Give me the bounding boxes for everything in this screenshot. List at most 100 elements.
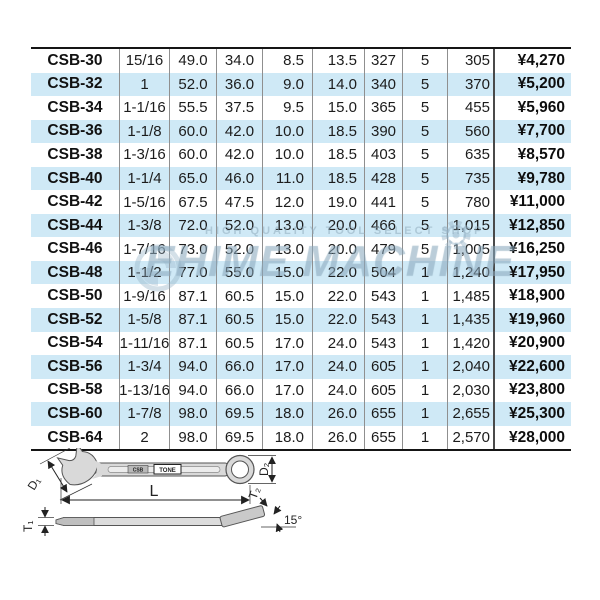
spec-cell: 655 (365, 425, 403, 450)
brand-stamp-label: TONE (159, 468, 176, 474)
spec-cell: 24.0 (313, 355, 365, 379)
spec-cell: 1 (403, 378, 448, 403)
spec-cell: 52.0 (217, 237, 263, 261)
spec-cell: 18.5 (313, 143, 365, 167)
spec-cell: 5 (403, 119, 448, 144)
table-row: CSB-30 15/16 49.0 34.0 8.5 13.5 327 5 305 ¥4,270 (31, 49, 571, 73)
spec-cell: 77.0 (170, 260, 217, 285)
spec-cell: 42.0 (217, 143, 263, 167)
spec-cell: 1-7/8 (120, 402, 170, 426)
price-cell: ¥18,900 (508, 287, 565, 305)
spec-cell: 49.0 (170, 49, 217, 73)
spec-cell: 98.0 (170, 425, 217, 450)
spec-cell: 1,485 (448, 284, 495, 309)
spec-cell: 735 (448, 166, 495, 191)
table-row: CSB-56 1-3/4 94.0 66.0 17.0 24.0 605 1 2,040 ¥22,… (31, 355, 571, 379)
dim-l: L (60, 478, 251, 505)
spec-cell: 87.1 (170, 284, 217, 309)
model-cell: CSB-64 (31, 425, 120, 450)
price-cell: ¥8,570 (517, 145, 565, 163)
spec-cell: 14.0 (313, 72, 365, 97)
spec-cell: 1 (403, 260, 448, 285)
spec-cell: 479 (365, 237, 403, 261)
spec-cell: 55.0 (217, 260, 263, 285)
model-stamp-box (127, 465, 149, 474)
spec-cell: 66.0 (217, 355, 263, 379)
spec-cell: 52.0 (170, 72, 217, 97)
price-cell: ¥4,270 (517, 51, 565, 69)
spec-cell: 42.0 (217, 119, 263, 144)
spec-cell: 1,005 (448, 237, 495, 261)
table-row: CSB-60 1-7/8 98.0 69.5 18.0 26.0 655 1 2,655 ¥25,… (31, 402, 571, 426)
spec-cell: 19.0 (313, 190, 365, 214)
wrench-dimension-diagram: CSB TONE D₁ D₂ (21, 448, 302, 536)
table-row: CSB-64 2 98.0 69.5 18.0 26.0 655 1 2,570 ¥28,000 (31, 425, 571, 450)
spec-cell: 15.0 (263, 308, 313, 332)
spec-cell: 1-5/8 (120, 308, 170, 332)
model-cell: CSB-46 (31, 237, 120, 261)
dim-l-label: L (150, 483, 159, 500)
spec-cell: 2,570 (448, 425, 495, 450)
model-cell: CSB-52 (31, 308, 120, 332)
spec-cell: 13.5 (313, 49, 365, 73)
spec-cell: 5 (403, 166, 448, 191)
table-row: CSB-58 1-13/16 94.0 66.0 17.0 24.0 605 1 2,030 ¥2… (31, 378, 571, 403)
dim-t2: T₂ (246, 485, 268, 507)
spec-cell: 5 (403, 190, 448, 214)
spec-cell: 17.0 (263, 355, 313, 379)
spec-cell: 2 (120, 425, 170, 450)
spec-cell: 543 (365, 331, 403, 356)
spec-cell: 37.5 (217, 96, 263, 120)
price-cell: ¥23,800 (508, 381, 565, 399)
spec-cell: 2,040 (448, 355, 495, 379)
spec-cell: 17.0 (263, 331, 313, 356)
spec-cell: 24.0 (313, 331, 365, 356)
table-row: CSB-34 1-1/16 55.5 37.5 9.5 15.0 365 5 455 ¥5,960 (31, 96, 571, 120)
price-cell: ¥5,960 (517, 98, 565, 116)
spec-cell: 370 (448, 72, 495, 97)
spec-cell: 46.0 (217, 166, 263, 191)
spec-cell: 24.0 (313, 378, 365, 403)
table-row: CSB-40 1-1/4 65.0 46.0 11.0 18.5 428 5 735 ¥9,780 (31, 166, 571, 191)
spec-cell: 20.0 (313, 237, 365, 261)
model-stamp-label: CSB (133, 467, 144, 473)
spec-cell: 504 (365, 260, 403, 285)
table-row: CSB-42 1-5/16 67.5 47.5 12.0 19.0 441 5 780 ¥11,0… (31, 190, 571, 214)
price-cell: ¥19,960 (508, 310, 565, 328)
spec-cell: 2,655 (448, 402, 495, 426)
dim-angle-label: 15° (284, 513, 302, 527)
dim-d2: D₂ (248, 455, 276, 484)
spec-cell: 390 (365, 119, 403, 144)
model-cell: CSB-32 (31, 72, 120, 97)
spec-cell: 69.5 (217, 402, 263, 426)
model-cell: CSB-38 (31, 143, 120, 167)
price-cell: ¥16,250 (508, 240, 565, 258)
dim-t1: T₁ (21, 507, 54, 536)
spec-cell: 87.1 (170, 308, 217, 332)
spec-cell: 72.0 (170, 213, 217, 238)
spec-cell: 15/16 (120, 49, 170, 73)
spec-cell: 605 (365, 378, 403, 403)
wrench-side-view (55, 505, 266, 528)
dim-d1-label: D₁ (25, 474, 44, 492)
model-cell: CSB-54 (31, 331, 120, 356)
spec-cell: 15.0 (263, 284, 313, 309)
spec-cell: 1 (403, 284, 448, 309)
spec-cell: 1 (403, 308, 448, 332)
spec-cell: 340 (365, 72, 403, 97)
spec-table-body: CSB-30 15/16 49.0 34.0 8.5 13.5 327 5 305 ¥4,270 C… (31, 49, 571, 450)
spec-cell: 5 (403, 49, 448, 73)
spec-cell: 1-1/8 (120, 119, 170, 144)
spec-cell: 36.0 (217, 72, 263, 97)
spec-cell: 455 (448, 96, 495, 120)
price-cell: ¥11,000 (509, 193, 565, 211)
spec-cell: 52.0 (217, 213, 263, 238)
spec-cell: 1 (403, 355, 448, 379)
table-row: CSB-46 1-7/16 73.0 52.0 13.0 20.0 479 5 1,005 ¥16… (31, 237, 571, 261)
model-cell: CSB-40 (31, 166, 120, 191)
spec-cell: 1-7/16 (120, 237, 170, 261)
price-cell: ¥9,780 (517, 169, 565, 187)
spec-cell: 2,030 (448, 378, 495, 403)
spec-cell: 5 (403, 72, 448, 97)
spec-cell: 60.5 (217, 284, 263, 309)
